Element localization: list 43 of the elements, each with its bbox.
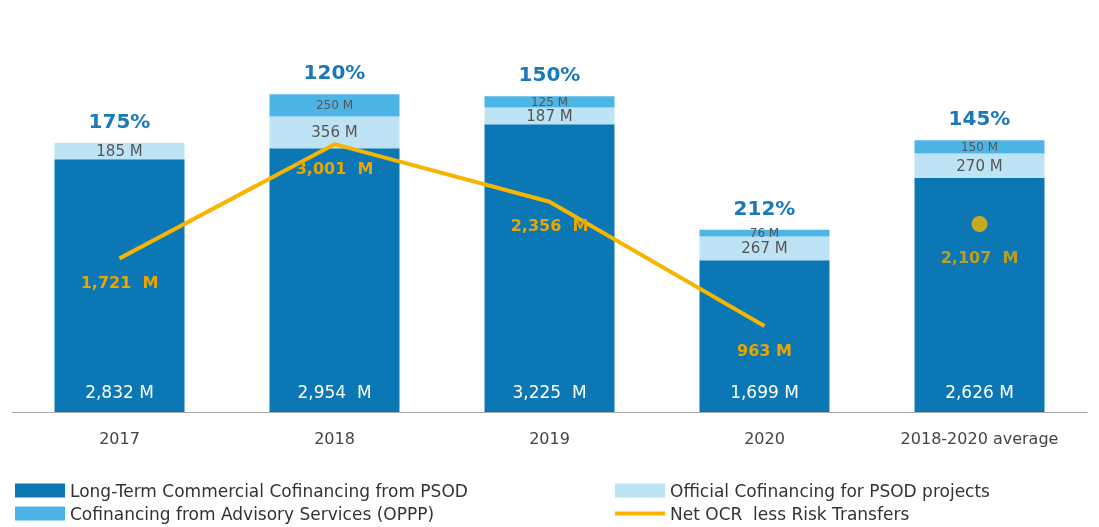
data-label: 963 M — [737, 340, 792, 360]
data-label: 187 M — [526, 106, 573, 125]
annotation: 145% — [948, 106, 1011, 131]
x-tick-label: 2018-2020 average — [900, 428, 1059, 448]
data-label: 270 M — [956, 156, 1003, 175]
x-tick-label: 2019 — [529, 428, 570, 448]
bar — [54, 159, 185, 412]
data-label: 1,721 M — [80, 272, 159, 292]
annotation: 120% — [303, 60, 366, 85]
data-label: 356 M — [311, 123, 358, 142]
data-label: 3,001 M — [295, 158, 374, 178]
x-tick-label: 2018 — [314, 428, 355, 448]
data-label: 2,626 M — [945, 381, 1014, 402]
data-label: 125 M — [530, 94, 569, 109]
data-label: 2,954 M — [297, 381, 372, 402]
legend-label: Cofinancing from Advisory Services (OPPP) — [70, 503, 435, 524]
annotation: 175% — [88, 108, 151, 133]
annotation: 212% — [733, 195, 796, 220]
legend-label: Official Cofinancing for PSOD projects — [670, 480, 991, 501]
x-tick-label: 2020 — [744, 428, 785, 448]
x-tick-label: 2017 — [99, 428, 140, 448]
bar — [914, 153, 1045, 178]
data-label: 1,699 M — [730, 381, 799, 402]
bar — [269, 148, 400, 412]
data-label: 2,356 M — [510, 216, 589, 236]
data-label: 2,107 M — [940, 248, 1019, 268]
data-label: 267 M — [741, 239, 788, 258]
bar — [484, 124, 615, 412]
legend-label: Long-Term Commercial Cofinancing from PSOD — [70, 480, 468, 501]
bar — [484, 107, 615, 125]
legend-label: Net OCR less Risk Transfers — [670, 503, 910, 524]
bar — [699, 260, 830, 412]
data-label: 150 M — [960, 139, 999, 154]
bar — [269, 94, 400, 117]
data-label: 2,832 M — [85, 381, 154, 402]
data-label: 185 M — [96, 141, 143, 160]
data-label: 76 M — [749, 226, 780, 241]
annotation: 150% — [518, 62, 581, 87]
data-label: 250 M — [315, 98, 354, 113]
bar — [699, 229, 830, 237]
bar — [914, 177, 1045, 412]
data-label: 3,225 M — [512, 381, 587, 402]
bar — [914, 140, 1045, 154]
